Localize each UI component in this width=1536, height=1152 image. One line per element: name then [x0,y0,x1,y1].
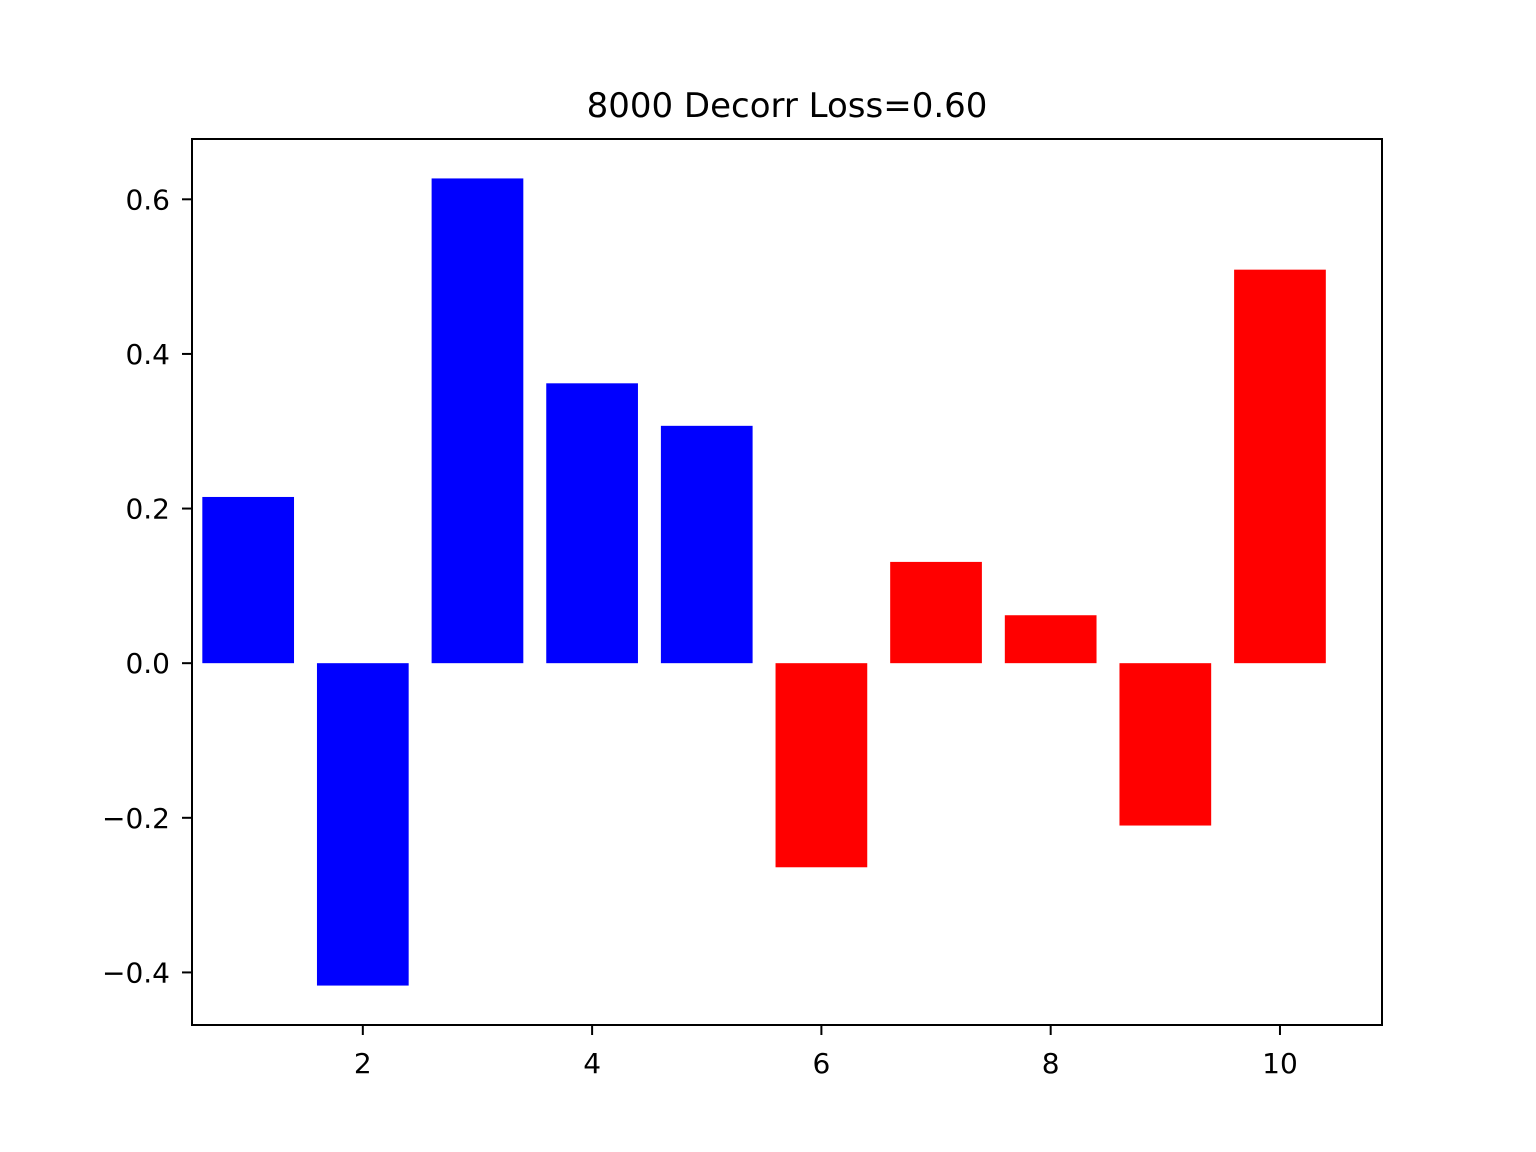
chart-title: 8000 Decorr Loss=0.60 [587,86,988,126]
x-tick-label: 6 [812,1047,830,1080]
plot-area-frame [191,138,1383,1026]
bar-3 [431,178,524,664]
bar-8 [1004,615,1097,664]
bar-5 [660,425,753,664]
x-tick-label: 10 [1262,1047,1298,1080]
bars-layer [202,178,1326,986]
bar-4 [546,383,638,664]
bar-2 [316,663,409,986]
bar-10 [1234,269,1326,664]
y-tick-label: 0.0 [125,647,170,680]
x-tick-label: 8 [1042,1047,1060,1080]
y-tick-label: 0.6 [125,183,170,216]
x-tick-label: 2 [354,1047,372,1080]
x-axis-ticks: 2 4 6 8 10 [354,1025,1298,1080]
y-tick-label: −0.4 [102,956,170,989]
x-tick-label: 4 [583,1047,601,1080]
bar-9 [1119,663,1212,826]
y-tick-label: 0.4 [125,338,170,371]
y-tick-label: 0.2 [125,493,170,526]
y-axis-ticks: −0.4 −0.2 0.0 0.2 0.4 0.6 [102,183,192,989]
bar-7 [890,561,982,664]
y-tick-label: −0.2 [102,802,170,835]
bar-1 [202,496,295,664]
bar-6 [775,663,868,868]
